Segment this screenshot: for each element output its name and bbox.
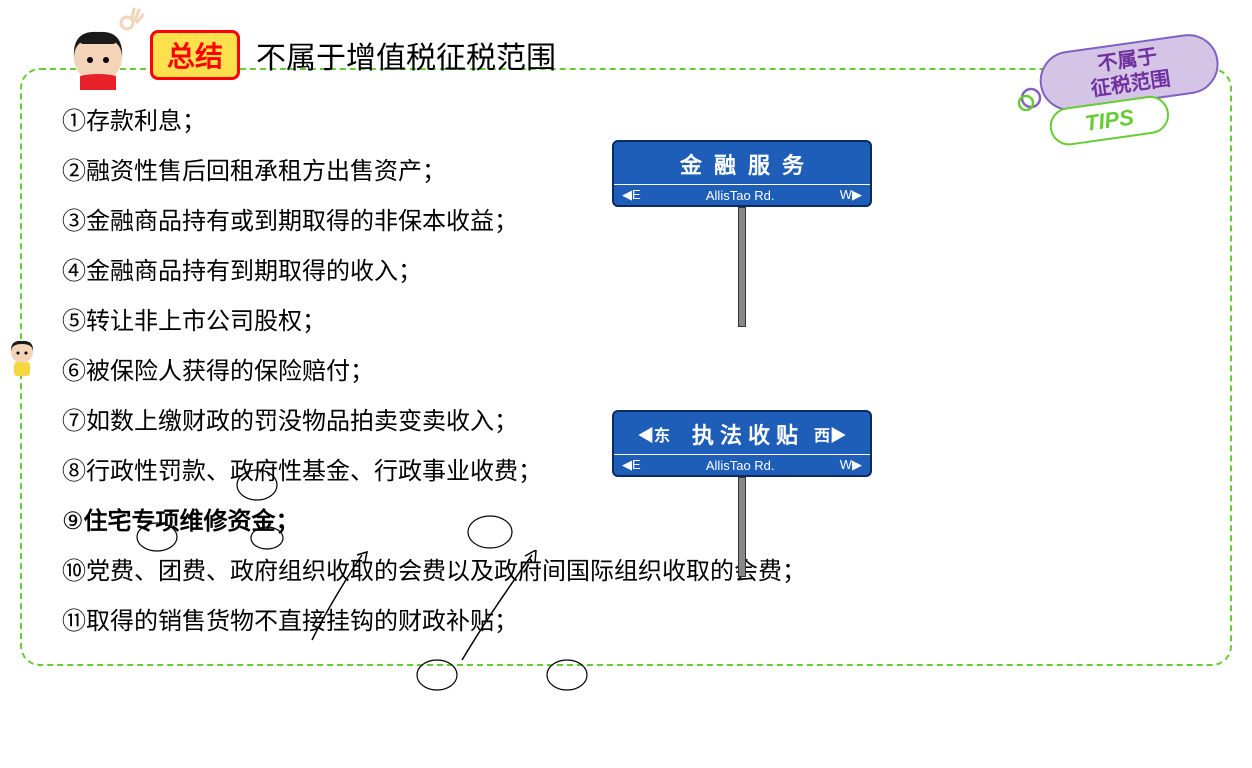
item-text: 取得的销售货物不直接挂钩的财政补贴； xyxy=(86,608,518,635)
sign-enforcement-title: 执法收贴 xyxy=(680,418,804,450)
item-text: 如数上缴财政的罚没物品拍卖变卖收入； xyxy=(86,408,518,435)
item-text: 转让非上市公司股权； xyxy=(86,308,326,335)
sign-finance-title: 金融服务 xyxy=(614,142,870,184)
slide-title: 不属于增值税征税范围 xyxy=(256,33,556,77)
sign-pole xyxy=(738,207,746,327)
mini-avatar-icon xyxy=(6,338,38,378)
item-number: ⑨ xyxy=(62,508,84,535)
sign-dir-left: ◀E xyxy=(622,457,641,473)
sign-dir-cn-right: 西▶ xyxy=(814,422,846,446)
sign-pole xyxy=(738,477,746,577)
item-text: 住宅专项维修资金； xyxy=(84,508,300,535)
item-text: 金融商品持有或到期取得的非保本收益； xyxy=(86,208,518,235)
list-item: ⑥被保险人获得的保险赔付； xyxy=(62,354,1190,390)
ok-hand-icon xyxy=(115,5,145,35)
sign-dir-right: W▶ xyxy=(840,187,862,203)
item-number: ⑥ xyxy=(62,358,86,385)
sign-dir-cn-left: ◀东 xyxy=(638,422,670,446)
sign-road: AllisTao Rd. xyxy=(706,188,775,203)
item-text: 被保险人获得的保险赔付； xyxy=(86,358,374,385)
item-text: 行政性罚款、政府性基金、行政事业收费； xyxy=(86,458,542,485)
annotation-circle-icon xyxy=(542,655,592,695)
road-sign-finance: 金融服务 ◀E AllisTao Rd. W▶ xyxy=(612,140,872,327)
item-number: ⑩ xyxy=(62,558,86,585)
sign-road: AllisTao Rd. xyxy=(706,458,775,473)
item-text: 金融商品持有到期取得的收入； xyxy=(86,258,422,285)
content-box: 不属于 征税范围 TIPS 金融服务 ◀E AllisTao Rd. W▶ ◀东… xyxy=(20,68,1232,666)
sign-dir-right: W▶ xyxy=(840,457,862,473)
item-number: ⑧ xyxy=(62,458,86,485)
item-number: ③ xyxy=(62,208,86,235)
item-text: 融资性售后回租承租方出售资产； xyxy=(86,158,446,185)
summary-badge: 总结 xyxy=(150,30,240,80)
road-sign-enforcement: ◀东 执法收贴 西▶ ◀E AllisTao Rd. W▶ xyxy=(612,410,872,577)
sign-dir-left: ◀E xyxy=(622,187,641,203)
item-number: ⑪ xyxy=(62,608,86,635)
item-text: 存款利息； xyxy=(86,108,206,135)
item-number: ④ xyxy=(62,258,86,285)
annotation-circle-icon xyxy=(412,655,462,695)
item-number: ② xyxy=(62,158,86,185)
item-number: ⑦ xyxy=(62,408,86,435)
item-number: ⑤ xyxy=(62,308,86,335)
teacher-avatar xyxy=(60,20,140,90)
corner-tags: 不属于 征税范围 TIPS xyxy=(1010,55,1240,165)
list-item: ⑪取得的销售货物不直接挂钩的财政补贴； xyxy=(62,604,1190,640)
item-number: ① xyxy=(62,108,86,135)
